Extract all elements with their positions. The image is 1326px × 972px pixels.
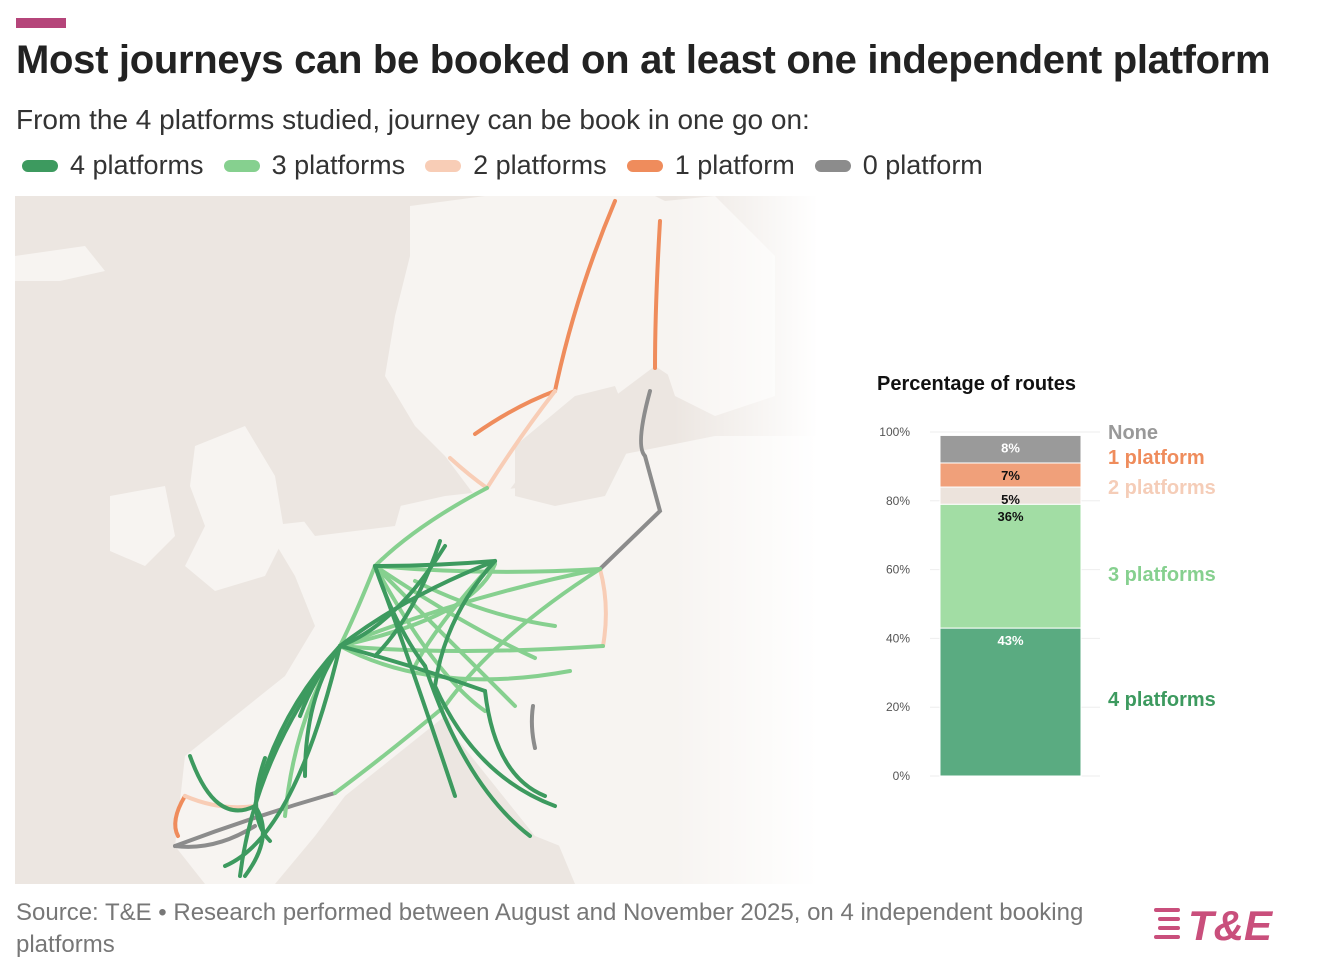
legend-item-3-platforms: 3 platforms (223, 150, 406, 181)
route-3-platforms (338, 644, 605, 653)
route-3-platforms (333, 704, 447, 795)
bar-data-label: 43% (997, 633, 1023, 648)
route-1-platform (473, 389, 557, 436)
legend-swatch-4 (22, 159, 58, 172)
route-4-platforms (373, 539, 442, 658)
bar-data-label: 36% (997, 509, 1023, 524)
route-0-platform (529, 704, 537, 750)
legend-swatch-2 (425, 159, 462, 172)
route-3-platforms (338, 564, 377, 648)
legend-item-4-platforms: 4 platforms (22, 150, 204, 181)
route-3-platforms (443, 567, 602, 708)
legend-label-2: 2 platforms (473, 150, 607, 180)
legend-item-0-platform: 0 platform (814, 150, 983, 181)
map-background (15, 196, 818, 884)
route-4-platforms (373, 564, 457, 798)
legend-swatch-0 (814, 159, 851, 172)
route-1-platform (553, 199, 617, 393)
bar-segment-1 (939, 503, 1082, 629)
chart-subtitle: From the 4 platforms studied, journey ca… (16, 104, 810, 135)
bar-series-name: 1 platform (1108, 447, 1205, 469)
chart-title: Most journeys can be booked on at least … (16, 38, 1271, 82)
europe-route-map (15, 196, 818, 884)
route-3-platforms (373, 486, 489, 568)
y-tick-label: 0% (893, 769, 911, 783)
legend-swatch-1 (626, 159, 663, 172)
y-tick-label: 100% (879, 425, 910, 439)
route-4-platforms (483, 689, 547, 798)
route-4-platforms (238, 644, 342, 878)
legend-item-1-platform: 1 platform (626, 150, 795, 181)
bar-data-label: 8% (1001, 440, 1020, 455)
bar-data-label: 7% (1001, 468, 1020, 483)
route-4-platforms (423, 664, 532, 838)
bar-series-names: 4 platforms 3 platforms 2 platforms 1 platf… (1108, 422, 1216, 711)
route-2-platforms (448, 456, 489, 490)
legend-label-0: 0 platform (862, 150, 983, 180)
y-tick-label: 40% (886, 631, 910, 645)
bar-segment-4 (939, 434, 1082, 464)
routes (173, 199, 663, 878)
y-tick-label: 80% (886, 494, 910, 508)
legend-item-2-platforms: 2 platforms (425, 150, 607, 181)
route-3-platforms (338, 562, 497, 648)
logo-stripes-icon (1154, 908, 1180, 939)
legend-label-4: 4 platforms (70, 150, 204, 180)
bar-chart-title: Percentage of routes (877, 373, 1076, 395)
route-3-platforms (373, 564, 517, 708)
legend-swatch-3 (223, 159, 260, 172)
bar-labels: 43% 36% 5% 7% 8% (997, 440, 1023, 648)
route-4-platforms (433, 684, 557, 808)
bar-series-name: None (1108, 422, 1158, 444)
accent-bar (16, 18, 66, 28)
route-4-platforms (338, 644, 487, 693)
bar-series-name: 4 platforms (1108, 689, 1216, 711)
route-4-platforms (433, 559, 497, 688)
y-tick-label: 20% (886, 700, 910, 714)
legend-label-1: 1 platform (674, 150, 795, 180)
bar-segments (939, 434, 1082, 777)
route-2-platforms (598, 567, 608, 648)
route-1-platform (653, 219, 662, 370)
source-note: Source: T&E • Research performed between… (16, 899, 1084, 958)
route-3-platforms (373, 564, 487, 713)
y-tick-label: 60% (886, 563, 910, 577)
bar-series-name: 3 platforms (1108, 564, 1216, 586)
te-logo: T&E (1154, 902, 1274, 949)
percentage-bar-chart: Percentage of routes 0%20%40%60%80%100% … (877, 373, 1216, 783)
legend-label-3: 3 platforms (271, 150, 406, 180)
route-0-platform (173, 791, 337, 848)
route-1-platform (173, 794, 187, 838)
bar-segment-0 (939, 627, 1082, 777)
bar-data-label: 5% (1001, 492, 1020, 507)
route-4-platforms (223, 644, 342, 868)
route-4-platforms (338, 559, 497, 648)
logo-text: T&E (1188, 902, 1274, 949)
route-0-platform (598, 389, 663, 571)
route-2-platforms (485, 389, 557, 490)
route-4-platforms (188, 754, 257, 813)
bar-segment-3 (939, 462, 1082, 488)
legend: 4 platforms 3 platforms 2 platforms 1 pl… (22, 150, 1003, 181)
bar-series-name: 2 platforms (1108, 477, 1216, 499)
